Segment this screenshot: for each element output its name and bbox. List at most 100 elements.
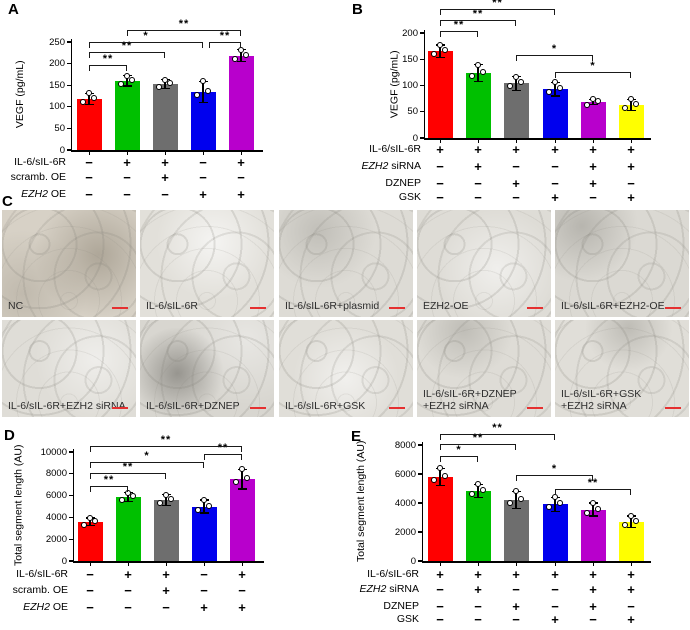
sig-label: **: [219, 30, 231, 42]
data-point: [518, 496, 524, 503]
sig-bracket: [89, 52, 165, 54]
y-tick: [418, 444, 423, 446]
data-point: [201, 496, 207, 503]
condition-symbol: −: [512, 190, 520, 205]
y-tick-label: 2000: [394, 526, 416, 538]
data-point: [633, 100, 639, 107]
condition-symbol: +: [238, 600, 246, 615]
micrograph-il-6-sil-6r-dznep: IL-6/sIL-6R+DZNEP: [140, 320, 274, 417]
x-tick: [515, 139, 517, 143]
sig-bracket-end: [514, 444, 516, 450]
x-tick: [241, 562, 243, 566]
condition-symbol: −: [85, 187, 93, 202]
error-cap-bottom: [435, 485, 445, 487]
sig-bracket: [90, 486, 128, 488]
sig-bracket-end: [555, 489, 557, 495]
sig-bracket: [209, 42, 241, 44]
sig-bracket-end: [476, 31, 478, 37]
condition-symbol: +: [436, 142, 444, 157]
y-axis: [70, 39, 72, 152]
scale-bar: [389, 306, 405, 309]
sig-bracket-end: [239, 42, 241, 48]
x-axis: [423, 138, 651, 140]
sig-bracket-end: [204, 454, 206, 460]
y-tick-label: 6000: [394, 468, 416, 480]
gene-name-italic: EZH2: [359, 583, 387, 595]
condition-symbol: +: [161, 155, 169, 170]
data-point: [480, 486, 486, 493]
condition-row-label: IL-6/sIL-6R: [369, 143, 421, 155]
data-point: [157, 499, 163, 506]
condition-symbol: −: [589, 190, 597, 205]
y-tick-label: 0: [61, 555, 67, 567]
data-point: [200, 78, 206, 85]
y-tick: [69, 516, 74, 518]
condition-symbol: −: [436, 599, 444, 614]
sig-bracket-end: [89, 42, 91, 48]
data-point: [233, 479, 239, 486]
y-tick-label: 0: [410, 555, 416, 567]
condition-row-label: IL-6/sIL-6R: [367, 568, 419, 580]
condition-symbol: −: [200, 583, 208, 598]
sig-bracket-end: [163, 52, 165, 58]
error-cap-bottom: [626, 110, 636, 112]
data-point: [194, 92, 200, 99]
panel-b-letter: B: [352, 1, 363, 18]
condition-symbol: −: [436, 190, 444, 205]
y-tick-label: 150: [49, 79, 65, 91]
sig-bracket: [555, 489, 631, 491]
condition-symbol: +: [162, 583, 170, 598]
condition-symbol: −: [123, 170, 131, 185]
error-bar: [554, 497, 556, 512]
sig-bracket-end: [516, 475, 518, 481]
micrograph-il-6-sil-6r-plasmid: IL-6/sIL-6R+plasmid: [279, 210, 413, 317]
panel-e-letter: E: [351, 428, 362, 445]
condition-symbol: +: [161, 170, 169, 185]
data-point: [156, 83, 162, 90]
condition-symbol: −: [436, 612, 444, 627]
error-bar: [202, 81, 204, 103]
error-cap-bottom: [626, 527, 636, 529]
condition-symbol: −: [85, 155, 93, 170]
sig-label: *: [143, 30, 149, 42]
x-tick: [630, 139, 632, 143]
error-cap-bottom: [122, 85, 132, 87]
bar-D-1: [77, 521, 103, 561]
condition-symbol: −: [474, 176, 482, 191]
sig-label: **: [587, 477, 599, 489]
x-tick: [127, 562, 129, 566]
scale-bar: [527, 406, 543, 409]
condition-symbol: +: [124, 567, 132, 582]
y-axis-title: Total segment length (AU): [11, 444, 24, 566]
x-tick: [126, 151, 128, 155]
condition-symbol: +: [627, 159, 635, 174]
sig-label: **: [103, 474, 115, 486]
condition-row-label: EZH2 OE: [21, 188, 66, 200]
sig-bracket: [204, 454, 242, 456]
micrograph-label: IL-6/sIL-6R+EZH2-OE: [561, 300, 665, 313]
data-point: [546, 504, 552, 511]
error-cap-bottom: [237, 488, 247, 490]
data-point: [557, 500, 563, 507]
x-tick: [203, 562, 205, 566]
condition-symbol: +: [474, 142, 482, 157]
data-point: [628, 513, 634, 520]
scale-bar: [527, 306, 543, 309]
condition-symbol: +: [589, 176, 597, 191]
y-tick: [67, 84, 72, 86]
sig-bracket: [89, 65, 127, 67]
condition-row-label: IL-6/sIL-6R: [14, 156, 66, 168]
panel-a-letter: A: [8, 1, 19, 18]
y-axis-title: VEGF (pg/mL): [387, 49, 400, 118]
micrograph-label: IL-6/sIL-6R+EZH2 siRNA: [8, 400, 126, 413]
condition-row-label: EZH2 siRNA: [361, 160, 421, 172]
x-axis: [70, 150, 263, 152]
panel-c: C NC IL-6/sIL-6R IL-6/sIL-6R+plasmid EZH2-O…: [0, 193, 690, 423]
bar-D-2: [115, 497, 141, 561]
sig-bracket: [555, 72, 631, 74]
y-tick: [418, 502, 423, 504]
sig-bracket: [440, 9, 555, 11]
condition-row-label: scramb. OE: [10, 171, 66, 183]
condition-symbol: −: [512, 612, 520, 627]
condition-symbol: +: [551, 142, 559, 157]
